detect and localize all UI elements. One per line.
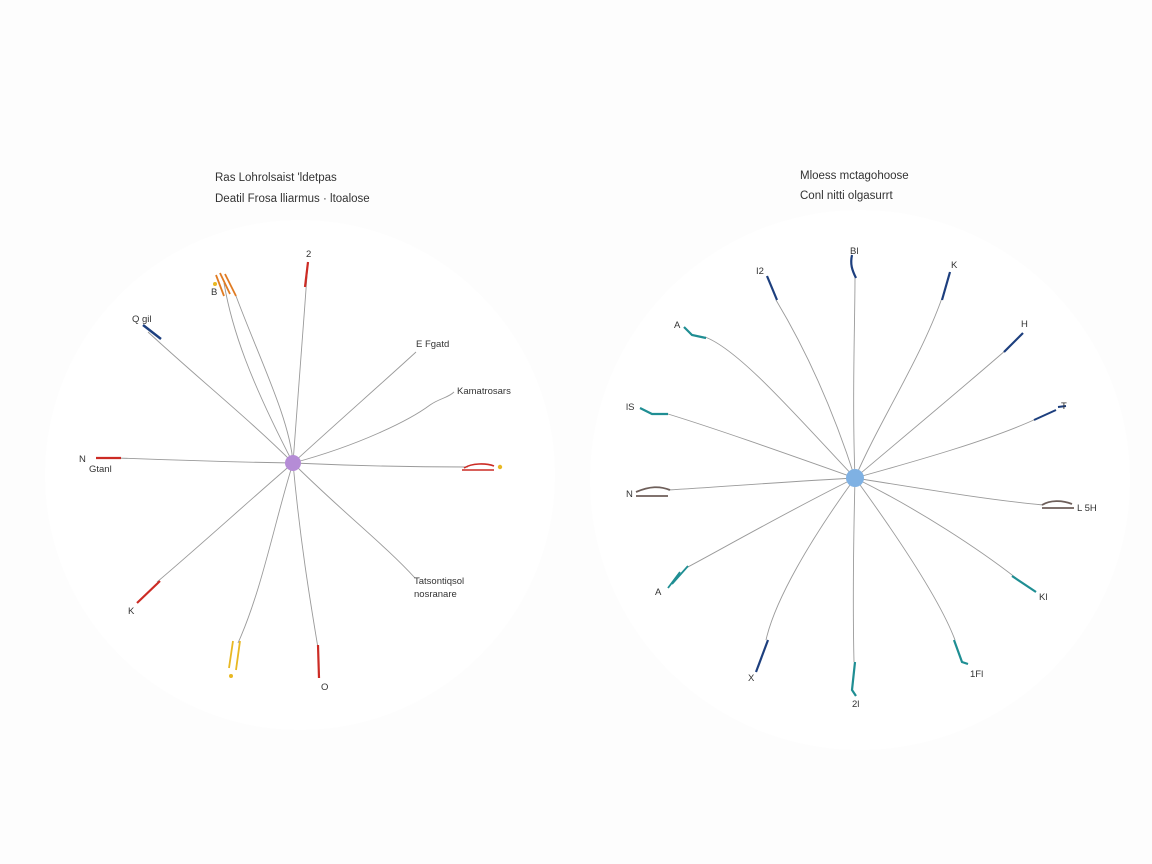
left-backdrop <box>45 220 555 730</box>
right-spoke-1fl <box>854 477 956 641</box>
right-terminal-l5h <box>1041 500 1074 509</box>
left-spoke-orange-b <box>237 462 294 644</box>
right-label-a: A <box>674 320 681 331</box>
right-spoke-n <box>667 477 856 491</box>
right-label-k: K <box>951 260 958 271</box>
left-label-tats: Tatsontiqsol <box>414 576 464 587</box>
left-spoke-tats <box>292 462 416 579</box>
left-title-line1: Ras Lohrolsaist 'ldetpas <box>215 172 337 184</box>
right-terminal-t <box>1033 405 1067 421</box>
right-title-line2: Conl nitti olgasurrt <box>800 190 893 202</box>
left-terminal-q <box>142 324 162 340</box>
left-label-tats2: nosranare <box>414 589 457 600</box>
right-spoke-a <box>704 336 856 479</box>
right-terminal-h <box>1003 332 1024 353</box>
left-hub <box>285 455 301 471</box>
right-terminal-n <box>635 486 671 497</box>
left-terminal-b-dot <box>213 282 217 286</box>
left-spoke-orange-r <box>292 462 469 468</box>
left-label-e: E Fgatd <box>416 339 449 350</box>
left-terminal-orange-r <box>462 463 495 471</box>
right-spoke-x <box>765 477 856 641</box>
right-terminal-2l <box>850 661 857 697</box>
right-terminal-bl <box>850 254 857 279</box>
left-spoke-o <box>292 462 319 649</box>
right-label-2l: 2l <box>852 699 859 710</box>
right-label-kl: Kl <box>1039 592 1047 603</box>
left-diagram: 2 E Fgatd Kamatrosars Tatsontiqsol nosra… <box>79 249 511 693</box>
left-terminal-k <box>136 580 161 604</box>
left-label-kam: Kamatrosars <box>457 386 511 397</box>
left-spoke-2 <box>292 261 309 464</box>
right-terminal-i2 <box>765 275 779 301</box>
right-label-l5h: L 5H <box>1077 503 1097 514</box>
right-label-bl: Bl <box>850 246 858 257</box>
left-terminal-o <box>316 644 321 679</box>
right-terminal-kl <box>1011 575 1037 593</box>
left-terminal-orange-b <box>228 640 241 671</box>
left-spoke-b2 <box>235 295 294 464</box>
left-terminal-orange-b-dot <box>229 674 233 678</box>
right-spoke-k <box>854 297 943 479</box>
right-label-1fl: 1Fl <box>970 669 983 680</box>
right-hub <box>846 469 864 487</box>
right-spoke-ls <box>667 413 856 479</box>
left-terminal-2 <box>303 261 310 288</box>
left-spoke-q <box>147 331 294 464</box>
left-label-2: 2 <box>306 249 311 260</box>
right-spoke-2l <box>852 477 856 663</box>
right-terminal-x <box>754 639 770 673</box>
left-label-k: K <box>128 606 135 617</box>
right-label-a2: A <box>655 587 662 598</box>
right-title-line1: Mloess mctagohoose <box>800 170 909 182</box>
right-label-t: T <box>1061 401 1067 412</box>
left-title-line2: Deatil Frosa lliarmus · ltoalose <box>215 193 370 205</box>
left-label-n2: Gtanl <box>89 464 112 475</box>
right-title: Mloess mctagohoose Conl nitti olgasurrt <box>800 170 909 202</box>
right-spoke-a2 <box>685 477 856 569</box>
left-label-q: Q gil <box>132 314 152 325</box>
right-label-i2: I2 <box>756 266 764 277</box>
left-spoke-b <box>223 282 294 464</box>
right-spoke-bl <box>853 277 856 479</box>
right-spoke-t <box>854 418 1037 479</box>
right-label-h: H <box>1021 319 1028 330</box>
left-spoke-e <box>292 351 417 464</box>
right-label-ls: lS <box>626 402 634 413</box>
left-title: Ras Lohrolsaist 'ldetpas Deatil Frosa ll… <box>215 172 370 205</box>
right-terminal-k <box>940 271 952 301</box>
right-spoke-i2 <box>775 299 856 479</box>
left-terminal-b <box>215 272 237 297</box>
right-diagram: Bl K H T L 5H Kl 1Fl 2l X A N lS A I2 <box>626 246 1097 710</box>
left-label-o: O <box>321 682 328 693</box>
right-terminal-1fl <box>952 639 969 666</box>
right-terminal-a <box>683 326 707 340</box>
right-spoke-kl <box>854 477 1017 579</box>
right-label-n: N <box>626 489 633 500</box>
right-spoke-l5h <box>854 477 1044 506</box>
right-terminal-a2 <box>667 565 689 589</box>
left-terminal-orange-r-dot <box>497 464 503 470</box>
left-spoke-k <box>156 462 294 583</box>
right-label-x: X <box>748 673 755 684</box>
left-label-n: N <box>79 454 86 465</box>
right-terminal-ls <box>639 407 668 416</box>
left-spoke-n <box>117 457 294 464</box>
left-spoke-kam <box>292 391 455 464</box>
right-spoke-h <box>854 349 1007 479</box>
left-label-b: B <box>211 287 217 298</box>
